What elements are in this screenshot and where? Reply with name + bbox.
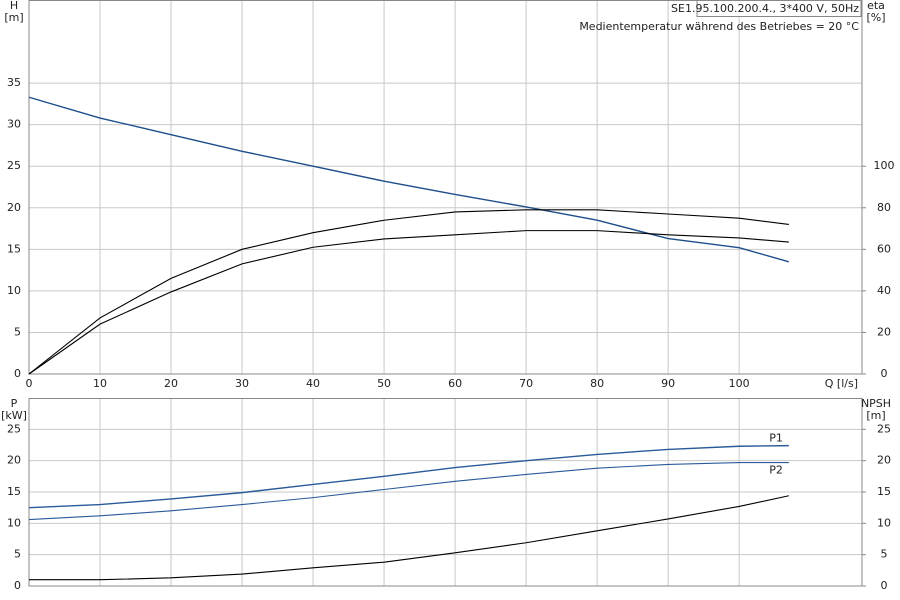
curve	[28, 444, 789, 509]
x-tick-label: 90	[661, 377, 675, 390]
y-tick-label: 15	[7, 242, 21, 255]
x-tick-label: 30	[235, 377, 249, 390]
x-tick-label: 70	[519, 377, 533, 390]
y-tick-label: 5	[14, 548, 21, 561]
y2-axis-label: eta	[867, 0, 885, 12]
y-tick-label: 30	[7, 118, 21, 131]
series-label: P1	[769, 432, 783, 445]
x-tick-label: 50	[377, 377, 391, 390]
y2-tick-label: 40	[877, 284, 891, 297]
y2-tick-label: 10	[877, 516, 891, 529]
y2-tick-label: 5	[881, 548, 888, 561]
y2-axis-label: NPSH	[861, 397, 891, 410]
note: Medientemperatur während des Betriebes =…	[579, 20, 859, 33]
x-tick-label: 40	[306, 377, 320, 390]
curve	[29, 495, 789, 581]
y-tick-label: 5	[14, 325, 21, 338]
curve	[28, 230, 789, 375]
y-tick-label: 25	[7, 422, 21, 435]
y2-tick-label: 15	[877, 485, 891, 498]
x-tick-label: 80	[590, 377, 604, 390]
y2-tick-label: 20	[877, 325, 891, 338]
info-box	[696, 0, 862, 17]
y2-tick-label: 0	[881, 367, 888, 380]
y2-tick-label: 60	[877, 242, 891, 255]
y2-tick-label: 100	[874, 159, 895, 172]
y-tick-label: 15	[7, 485, 21, 498]
info-box-text: SE1.95.100.200.4., 3*400 V, 50Hz	[671, 2, 859, 15]
y-tick-label: 10	[7, 284, 21, 297]
y2-tick-label: 80	[877, 201, 891, 214]
y-tick-label: 0	[14, 579, 21, 592]
x-axis-label: Q [l/s]	[825, 377, 858, 390]
y-tick-label: 25	[7, 159, 21, 172]
y-axis-label: P	[11, 397, 18, 410]
curve	[28, 96, 790, 263]
x-tick-label: 60	[448, 377, 462, 390]
x-tick-label: 100	[729, 377, 750, 390]
y-axis-unit: [m]	[4, 11, 23, 24]
y-tick-label: 0	[14, 367, 21, 380]
y-tick-label: 20	[7, 201, 21, 214]
plot-frame	[28, 0, 863, 375]
y2-tick-label: 25	[877, 422, 891, 435]
y-axis-unit: [kW]	[1, 409, 27, 422]
y-tick-label: 10	[7, 516, 21, 529]
y-tick-label: 35	[7, 76, 21, 89]
y-axis-label: H	[10, 0, 18, 12]
y2-tick-label: 20	[877, 454, 891, 467]
curve	[28, 461, 789, 521]
plot-frame	[28, 398, 863, 587]
x-tick-label: 0	[26, 377, 33, 390]
x-tick-label: 20	[164, 377, 178, 390]
curve	[28, 209, 789, 375]
x-tick-label: 10	[93, 377, 107, 390]
y2-tick-label: 0	[881, 579, 888, 592]
y2-axis-unit: [%]	[866, 11, 885, 24]
y2-axis-unit: [m]	[866, 409, 885, 422]
y-tick-label: 20	[7, 454, 21, 467]
series-label: P2	[769, 464, 783, 477]
